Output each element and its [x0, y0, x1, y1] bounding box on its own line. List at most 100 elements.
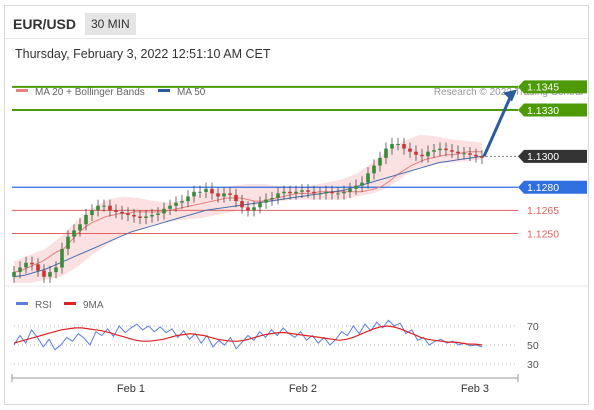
- candle-body: [126, 213, 130, 215]
- candle-body: [330, 191, 334, 194]
- rsi-tick-label: 70: [527, 321, 539, 333]
- x-tick-label: Feb 3: [461, 383, 489, 395]
- candle-body: [96, 205, 100, 211]
- candle-body: [432, 150, 436, 152]
- candle-body: [186, 196, 190, 202]
- candle-body: [210, 188, 214, 194]
- candle-body: [138, 216, 142, 218]
- ma50-legend-label: MA 50: [177, 87, 206, 98]
- candle-body: [294, 191, 298, 194]
- candle-body: [450, 150, 454, 152]
- candle-body: [150, 215, 154, 217]
- candle-body: [252, 207, 256, 211]
- candle-body: [120, 211, 124, 214]
- candle-body: [84, 215, 88, 225]
- candle-body: [204, 188, 208, 192]
- candle-body: [54, 267, 58, 273]
- forecast-arrow: [482, 94, 513, 157]
- ma20-line: [13, 151, 482, 273]
- candle-body: [354, 185, 358, 189]
- candle-body: [456, 151, 460, 154]
- candle-body: [444, 148, 448, 151]
- candle-body: [282, 191, 286, 194]
- candle-body: [438, 148, 442, 151]
- candle-body: [18, 267, 22, 273]
- resistance-label-bg-1.1330: [518, 103, 587, 117]
- timestamp: Thursday, February 3, 2022 12:51:10 AM C…: [15, 47, 271, 61]
- candle-body: [276, 193, 280, 198]
- rsi-ma-line: [13, 325, 483, 346]
- ma20-legend-swatch: [16, 89, 28, 92]
- candle-body: [474, 154, 478, 157]
- candle-body: [192, 191, 196, 197]
- candle-body: [258, 202, 262, 208]
- candle-body: [264, 199, 268, 203]
- candle-body: [378, 157, 382, 166]
- resistance-label-bg-1.1345: [518, 80, 587, 94]
- candle-body: [468, 153, 472, 155]
- rsi-tick-label: 50: [527, 340, 539, 352]
- rsi-line: [13, 319, 483, 351]
- candle-body: [42, 270, 46, 277]
- candle-body: [246, 207, 250, 211]
- level-label: 1.1280: [527, 182, 559, 194]
- candle-body: [240, 201, 244, 208]
- candle-body: [30, 262, 34, 265]
- candle-body: [426, 151, 430, 157]
- candle-body: [312, 191, 316, 194]
- candle-body: [48, 272, 52, 277]
- candle-body: [408, 148, 412, 152]
- candle-body: [114, 210, 118, 212]
- ma50-legend-swatch: [158, 89, 170, 92]
- candle-body: [300, 190, 304, 192]
- candle-body: [216, 193, 220, 197]
- level-label: 1.1345: [527, 82, 559, 94]
- candle-body: [366, 173, 370, 183]
- symbol-label: EUR/USD: [13, 16, 77, 32]
- candle-body: [336, 193, 340, 195]
- candle-body: [66, 236, 70, 249]
- candle-body: [480, 156, 484, 158]
- candle-body: [390, 144, 394, 149]
- candle-body: [270, 198, 274, 200]
- candle-body: [162, 208, 166, 214]
- timeframe-button[interactable]: 30 MIN: [85, 13, 136, 35]
- candle-body: [462, 153, 466, 155]
- candle-body: [174, 202, 178, 206]
- candle-body: [318, 193, 322, 195]
- candle-body: [288, 191, 292, 194]
- candle-body: [228, 193, 232, 195]
- ma20-legend-label: MA 20 + Bollinger Bands: [35, 87, 145, 98]
- candle-body: [72, 230, 76, 237]
- pivot-label-bg-1.1280: [518, 180, 587, 194]
- rsi-legend-swatch: [16, 302, 28, 305]
- candle-body: [108, 205, 112, 211]
- candle-body: [36, 264, 40, 271]
- candle-body: [402, 144, 406, 149]
- candle-body: [102, 205, 106, 207]
- candle-body: [372, 165, 376, 174]
- candle-body: [348, 188, 352, 192]
- rsi-ma-legend-label: 9MA: [83, 300, 104, 311]
- level-label: 1.1330: [527, 105, 559, 117]
- rsi-ma-legend-swatch: [64, 302, 76, 305]
- candle-body: [234, 194, 238, 202]
- candle-body: [180, 201, 184, 203]
- candle-body: [342, 191, 346, 194]
- candle-body: [324, 191, 328, 194]
- chart-header: EUR/USD 30 MIN: [5, 6, 588, 39]
- rsi-legend-label: RSI: [35, 300, 52, 311]
- level-label: 1.1250: [527, 228, 559, 240]
- candle-body: [60, 249, 64, 268]
- candle-body: [156, 213, 160, 215]
- candle-body: [222, 193, 226, 197]
- candle-body: [306, 190, 310, 192]
- bollinger-band: [14, 134, 482, 283]
- candle-body: [144, 216, 148, 218]
- candle-body: [360, 182, 364, 186]
- current-label-bg-1.1300: [518, 149, 587, 163]
- level-label: 1.1300: [527, 151, 559, 163]
- candle-body: [396, 144, 400, 145]
- candle-body: [90, 210, 94, 215]
